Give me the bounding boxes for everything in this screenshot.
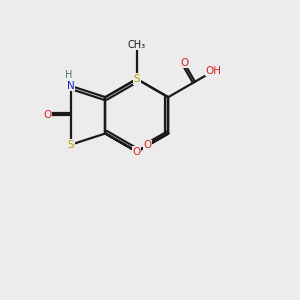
Text: N: N — [67, 81, 75, 91]
Text: CH₃: CH₃ — [128, 40, 146, 50]
Text: O: O — [144, 140, 152, 150]
Text: O: O — [43, 110, 51, 120]
Text: O: O — [180, 58, 188, 68]
Text: O: O — [133, 147, 141, 157]
Text: S: S — [68, 140, 74, 150]
Text: S: S — [134, 74, 140, 84]
Text: OH: OH — [206, 66, 222, 76]
Text: H: H — [65, 70, 73, 80]
